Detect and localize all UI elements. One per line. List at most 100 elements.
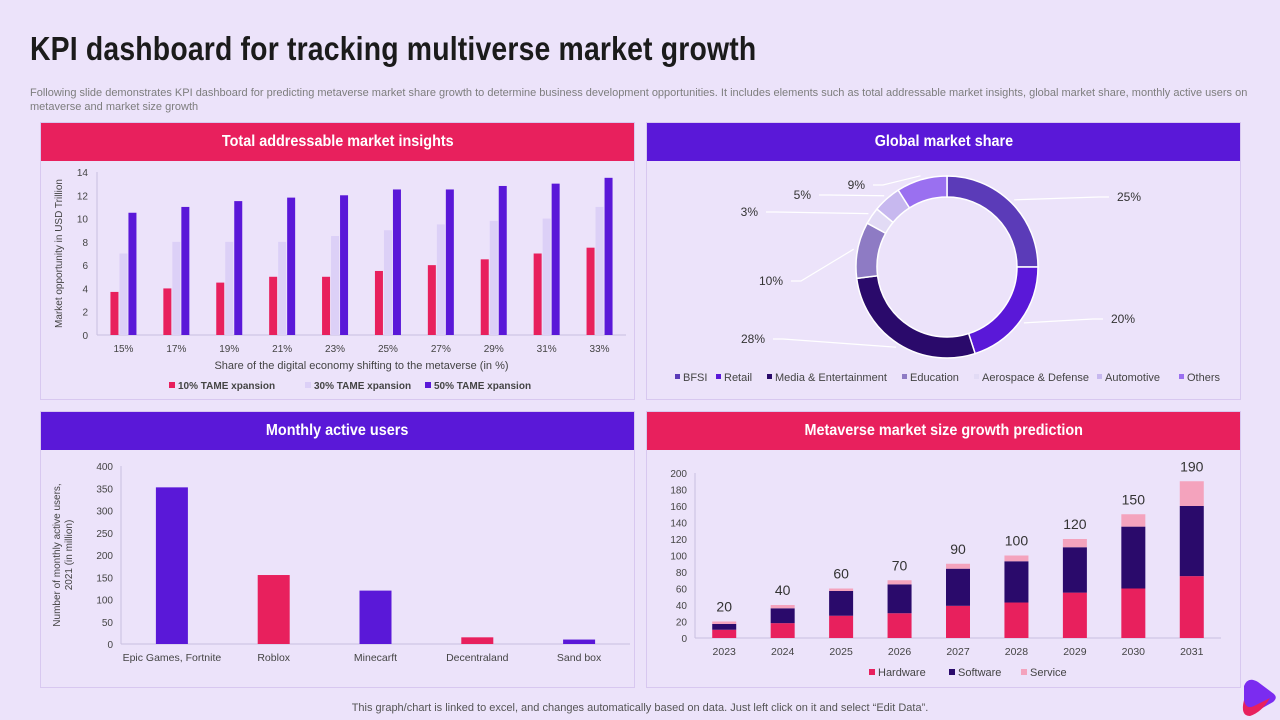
gms-leader-line: [766, 211, 869, 215]
msg-bar-segment[interactable]: [1062, 539, 1087, 548]
tam-bar[interactable]: [427, 265, 436, 335]
msg-x-tick-label: 2031: [1180, 646, 1204, 658]
mau-y-tick-label: 100: [96, 596, 113, 607]
tam-bar[interactable]: [172, 241, 181, 335]
tam-bar[interactable]: [586, 247, 595, 335]
msg-x-tick-label: 2023: [713, 646, 737, 658]
gms-legend-swatch: [675, 374, 680, 379]
tam-bar[interactable]: [181, 206, 190, 335]
tam-bar[interactable]: [163, 288, 172, 335]
tam-panel-header: Total addressable market insights: [41, 123, 634, 161]
mau-panel-title: Monthly active users: [266, 422, 409, 439]
tam-bar[interactable]: [498, 185, 507, 335]
tam-bar[interactable]: [436, 224, 445, 335]
msg-bar-segment[interactable]: [1179, 481, 1204, 506]
tam-bar[interactable]: [542, 218, 551, 335]
msg-bar-segment[interactable]: [829, 615, 854, 638]
gms-legend-label: Media & Entertainment: [775, 372, 887, 384]
mau-bar[interactable]: [461, 637, 494, 644]
tam-bar[interactable]: [269, 276, 278, 335]
msg-bar-segment[interactable]: [770, 605, 795, 609]
gms-legend-label: Others: [1187, 372, 1221, 384]
mau-y-tick-label: 0: [107, 640, 113, 651]
gms-legend-label: Aerospace & Defense: [982, 372, 1089, 384]
tam-x-tick-label: 17%: [166, 344, 186, 355]
tam-bar[interactable]: [551, 183, 560, 335]
tam-bar[interactable]: [110, 291, 119, 335]
tam-bar[interactable]: [392, 189, 401, 335]
msg-bar-segment[interactable]: [1121, 514, 1146, 527]
msg-bar-segment[interactable]: [1179, 576, 1204, 638]
gms-legend-label: BFSI: [683, 372, 707, 384]
msg-total-label: 60: [833, 566, 849, 582]
msg-bar-segment[interactable]: [1121, 588, 1146, 639]
gms-panel: Global market share 25% 20% 28% 10% 3% 5% 9% BF…: [646, 122, 1241, 400]
tam-x-tick-label: 33%: [590, 344, 610, 355]
msg-bar-segment[interactable]: [829, 590, 854, 616]
msg-y-tick-label: 100: [670, 552, 687, 563]
tam-bar[interactable]: [234, 201, 243, 335]
msg-bar-segment[interactable]: [712, 621, 737, 624]
tam-bar[interactable]: [287, 197, 296, 335]
tam-bar[interactable]: [119, 253, 128, 336]
tam-bar[interactable]: [480, 259, 489, 335]
tam-y-tick-label: 0: [82, 331, 88, 342]
msg-bar-segment[interactable]: [1062, 547, 1087, 593]
mau-chart[interactable]: 0 50 100 150 200 250 300 350 400 Epic Games, Fort…: [41, 412, 636, 689]
gms-leader-line: [791, 248, 854, 282]
tam-bar[interactable]: [383, 230, 392, 335]
msg-bar-segment[interactable]: [1004, 602, 1029, 638]
tam-bar[interactable]: [331, 236, 340, 335]
gms-chart[interactable]: 25% 20% 28% 10% 3% 5% 9% BFSI Retail Media & Ente…: [647, 123, 1242, 401]
tam-bar[interactable]: [595, 206, 604, 335]
msg-bar-segment[interactable]: [712, 623, 737, 630]
gms-slice-label: 20%: [1111, 312, 1135, 326]
footer-note: This graph/chart is linked to excel, and…: [351, 702, 929, 714]
tam-bar[interactable]: [278, 241, 287, 335]
gms-slice[interactable]: [967, 266, 1039, 355]
msg-legend-label: Software: [958, 667, 1001, 679]
tam-x-tick-label: 27%: [431, 344, 451, 355]
gms-slice[interactable]: [897, 175, 948, 209]
msg-bar-segment[interactable]: [887, 580, 912, 585]
msg-bar-segment[interactable]: [770, 623, 795, 638]
tam-chart[interactable]: 0 2 4 6 8 10 12 14 15% 17% 19% 21% 23% 25% 27% 29% 31% 33…: [41, 123, 636, 401]
msg-bar-segment[interactable]: [1004, 555, 1029, 562]
msg-bar-segment[interactable]: [946, 605, 970, 638]
msg-bar-segment[interactable]: [712, 629, 737, 638]
tam-bar[interactable]: [445, 189, 454, 335]
tam-bar[interactable]: [340, 195, 349, 335]
msg-bar-segment[interactable]: [1179, 506, 1204, 577]
mau-bar[interactable]: [563, 639, 596, 644]
msg-bar-segment[interactable]: [946, 568, 970, 606]
mau-bar[interactable]: [257, 575, 290, 644]
msg-bar-segment[interactable]: [887, 584, 912, 614]
tam-bar[interactable]: [322, 276, 331, 335]
gms-legend-swatch: [716, 374, 721, 379]
gms-legend-swatch: [1179, 374, 1184, 379]
mau-bar[interactable]: [359, 590, 392, 644]
msg-bar-segment[interactable]: [887, 613, 912, 638]
tam-bar[interactable]: [533, 253, 542, 336]
gms-slice[interactable]: [946, 175, 1039, 268]
msg-bar-segment[interactable]: [946, 563, 970, 569]
msg-y-tick-label: 160: [670, 502, 687, 513]
mau-bar[interactable]: [155, 487, 188, 644]
msg-bar-segment[interactable]: [1121, 526, 1146, 589]
msg-bar-segment[interactable]: [1004, 561, 1029, 603]
msg-bar-segment[interactable]: [770, 608, 795, 624]
tam-bar[interactable]: [489, 220, 498, 335]
tam-bar[interactable]: [604, 177, 613, 335]
tam-bar[interactable]: [225, 241, 234, 335]
msg-chart[interactable]: 0 20 40 60 80 100 120 140 160 180 200 20 2023 40 2024 6…: [647, 412, 1242, 689]
tam-bar[interactable]: [216, 282, 225, 335]
tam-y-tick-label: 14: [77, 168, 89, 179]
msg-bar-segment[interactable]: [829, 588, 854, 591]
tam-bar[interactable]: [374, 270, 383, 335]
tam-bar[interactable]: [128, 212, 137, 335]
mau-y-tick-label: 350: [96, 484, 113, 495]
tam-x-axis-title: Share of the digital economy shifting to…: [214, 360, 508, 372]
gms-leader-line: [773, 338, 897, 348]
msg-bar-segment[interactable]: [1062, 592, 1087, 638]
tam-y-axis-title: Market opportunity in USD Trillion: [54, 179, 65, 328]
